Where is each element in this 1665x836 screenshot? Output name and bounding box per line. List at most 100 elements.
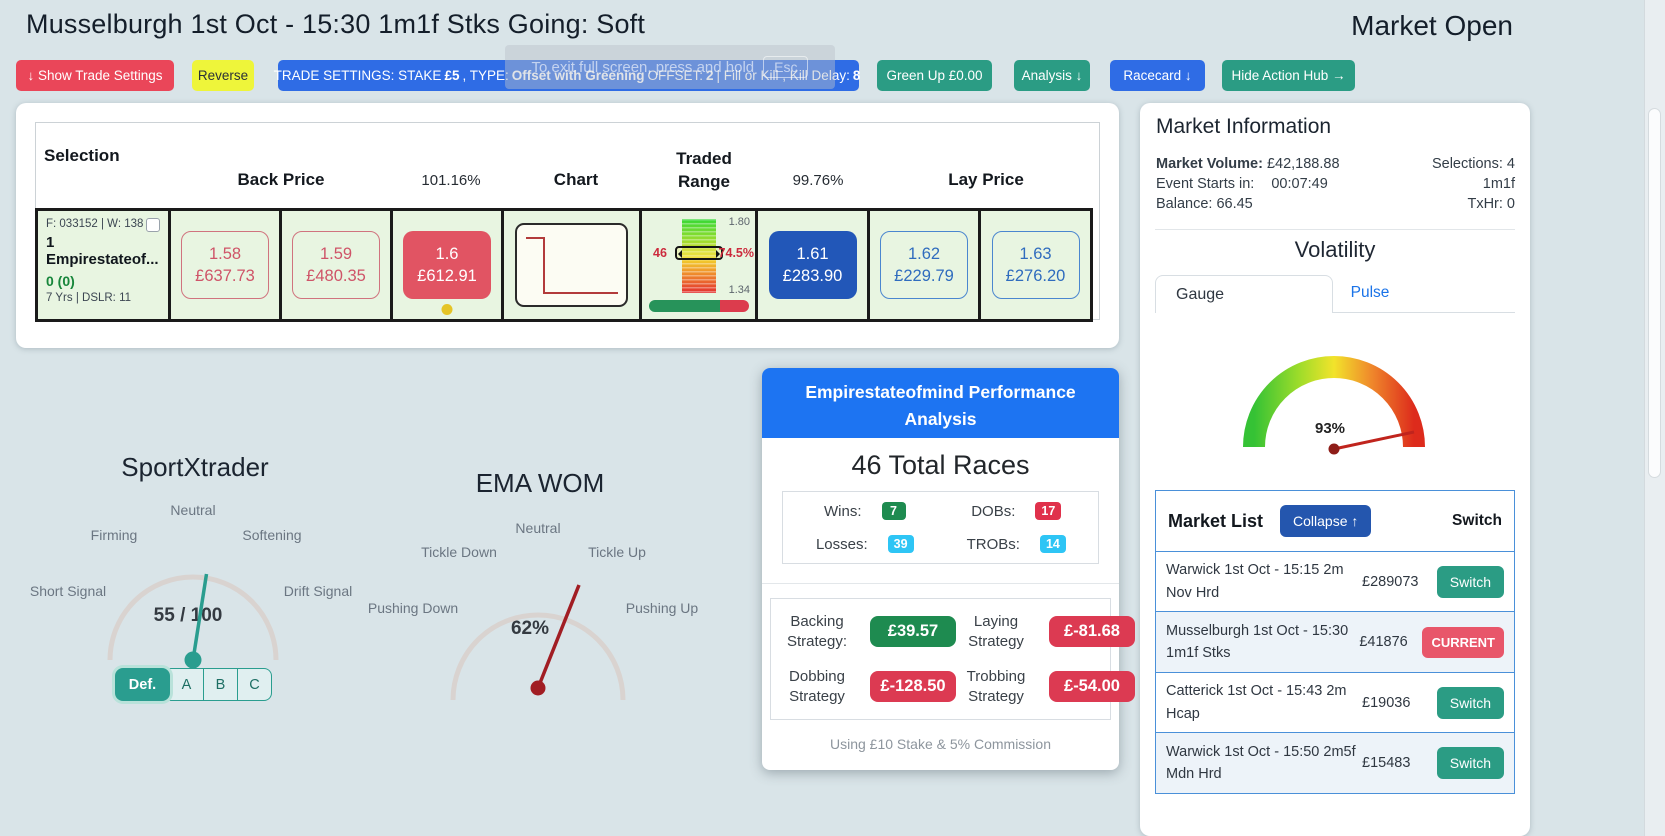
strategy-backing-value: £39.57 [870,616,956,647]
back-cell-3: 1.6 £612.91 [393,211,501,319]
reverse-button[interactable]: Reverse [192,60,254,91]
market-row-3-switch-button[interactable]: Switch [1436,686,1504,719]
market-row-4: Warwick 1st Oct - 15:50 2m5f Mdn Hrd £15… [1155,732,1515,794]
ema-label-pushing-down: Pushing Down [367,600,459,616]
runner-selection-cell: F: 033152 | W: 138 1 Empirestateof... 0 … [38,211,168,319]
best-lay-price[interactable]: 1.61 £283.90 [768,231,857,299]
traded-range-high: 1.80 [728,216,750,228]
race-stats-box: Wins: 7 DOBs: 17 Losses: 39 TROBs: 14 [782,491,1099,564]
market-row-4-name: Warwick 1st Oct - 15:50 2m5f Mdn Hrd [1166,743,1356,782]
back-price-2-amount: £480.35 [306,266,366,285]
market-row-1-volume: £289073 [1362,573,1419,590]
ema-label-pushing-up: Pushing Up [625,600,699,616]
best-back-price[interactable]: 1.6 £612.91 [403,231,491,299]
stat-losses-label: Losses: [815,535,868,553]
ts-prefix: TRADE SETTINGS: STAKE [273,68,442,83]
stat-wins: Wins: 7 [789,502,941,520]
market-info-panel: Market Information Market Volume: £42,18… [1140,103,1530,836]
hide-action-hub-button[interactable]: Hide Action Hub → [1222,60,1355,91]
stat-losses-value: 39 [887,535,914,553]
sx-mode-default-button[interactable]: Def. [115,668,170,701]
strategy-trobbing-label: Trobbing Strategy [966,668,1026,705]
traded-range-line2: Range [678,172,730,191]
lay-book-percent: 99.76% [792,172,844,189]
page-title: Musselburgh 1st Oct - 15:30 1m1f Stks Go… [26,9,646,39]
strategy-backing-label: Backing Strategy: [786,613,848,650]
lay-price-2-odds: 1.62 [907,245,941,264]
runner-checkbox[interactable] [146,218,160,232]
sx-label-softening: Softening [242,527,302,543]
txhr-value: TxHr: 0 [1467,196,1515,212]
lay-price-3[interactable]: 1.63 £276.20 [991,231,1080,299]
sx-mode-c-button[interactable]: C [238,668,272,701]
market-volume-label: Market Volume: [1156,156,1263,172]
back-price-1[interactable]: 1.58 £637.73 [181,231,269,299]
market-row-1: Warwick 1st Oct - 15:15 2m Nov Hrd £2890… [1155,550,1515,613]
back-price-1-odds: 1.58 [208,245,242,264]
market-row-1-switch-button[interactable]: Switch [1436,565,1504,598]
performance-title: Empirestateofmind Performance Analysis [805,382,1076,430]
collapse-button[interactable]: Collapse ↑ [1280,505,1372,537]
best-back-odds: 1.6 [435,245,459,264]
event-starts-label: Event Starts in: [1156,176,1255,192]
market-info-row-1: Market Volume: £42,188.88 Selections: 4 [1156,156,1515,172]
traded-range-handle[interactable] [675,246,723,260]
back-price-1-amount: £637.73 [195,266,255,285]
sx-label-firming: Firming [90,527,138,543]
sx-label-neutral: Neutral [170,502,216,518]
col-header-selection: Selection [44,146,120,165]
performance-card: Empirestateofmind Performance Analysis 4… [762,368,1135,770]
volatility-value: 93% [1315,420,1345,437]
market-row-4-switch-button[interactable]: Switch [1436,747,1504,779]
strategy-dobbing-label: Dobbing Strategy [789,668,845,705]
page-scrollbar-thumb[interactable] [1648,108,1661,478]
show-trade-settings-button[interactable]: ↓ Show Trade Settings [16,60,174,91]
strategy-backing: Backing Strategy: £39.57 [777,612,956,651]
lay-price-2[interactable]: 1.62 £229.79 [880,231,968,299]
col-header-lay-price: Lay Price [948,170,1024,189]
ts-type-label: , TYPE: [462,68,509,83]
market-row-3-name: Catterick 1st Oct - 15:43 2m Hcap [1166,683,1347,722]
ema-label-neutral: Neutral [515,520,561,536]
traded-percent: 74.5% [718,246,754,260]
back-price-2[interactable]: 1.59 £480.35 [292,231,380,299]
stat-dobs: DOBs: 17 [941,502,1093,520]
market-list: Market List Collapse ↑ Switch Warwick 1s… [1155,490,1515,794]
stat-trobs-label: TROBs: [966,535,1020,553]
trade-settings-bar[interactable]: TRADE SETTINGS: STAKE £5 , TYPE: Offset … [274,60,861,91]
traded-range-gradient [682,219,716,293]
back-price-2-odds: 1.59 [319,245,353,264]
back-cell-1: 1.58 £637.73 [171,211,279,319]
market-list-title: Market List [1168,510,1264,531]
tab-gauge[interactable]: Gauge [1155,275,1333,313]
market-row-2-volume: £41876 [1359,634,1408,650]
volatility-title: Volatility [1294,237,1376,262]
race-distance: 1m1f [1482,176,1515,192]
ts-kill-delay: 8 [852,68,861,83]
sx-value: 55 / 100 [153,605,223,626]
runner-details: 7 Yrs | DSLR: 11 [46,292,132,304]
ladder-card: Selection Back Price 101.16% Chart Trade… [16,103,1119,348]
market-row-1-name: Warwick 1st Oct - 15:15 2m Nov Hrd [1166,562,1344,601]
strategy-laying: Laying Strategy £-81.68 [956,612,1135,651]
market-info-row-2: Event Starts in: 00:07:49 1m1f [1156,176,1515,192]
sx-mode-a-button[interactable]: A [164,668,204,701]
racecard-button[interactable]: Racecard ↓ [1110,60,1205,91]
ts-fill-label: | Fill or Kill , Kill Delay: [716,68,850,83]
stat-wins-label: Wins: [824,502,862,520]
stat-wins-value: 7 [881,502,906,520]
market-list-header: Market List Collapse ↑ Switch [1155,490,1515,552]
price-chart [515,223,628,307]
market-row-2-current-badge[interactable]: CURRENT [1422,626,1504,658]
green-up-button[interactable]: Green Up £0.00 [877,60,992,91]
sportxtrader-title: SportXtrader [121,452,269,482]
tab-pulse[interactable]: Pulse [1350,284,1390,301]
sx-mode-b-button[interactable]: B [204,668,238,701]
lay-price-3-amount: £276.20 [1005,266,1066,285]
sx-label-drift-signal: Drift Signal [283,583,353,599]
back-book-percent: 101.16% [421,172,481,189]
analysis-button[interactable]: Analysis ↓ [1014,60,1090,91]
stat-dobs-label: DOBs: [971,502,1016,520]
balance-value: Balance: 66.45 [1156,196,1253,212]
